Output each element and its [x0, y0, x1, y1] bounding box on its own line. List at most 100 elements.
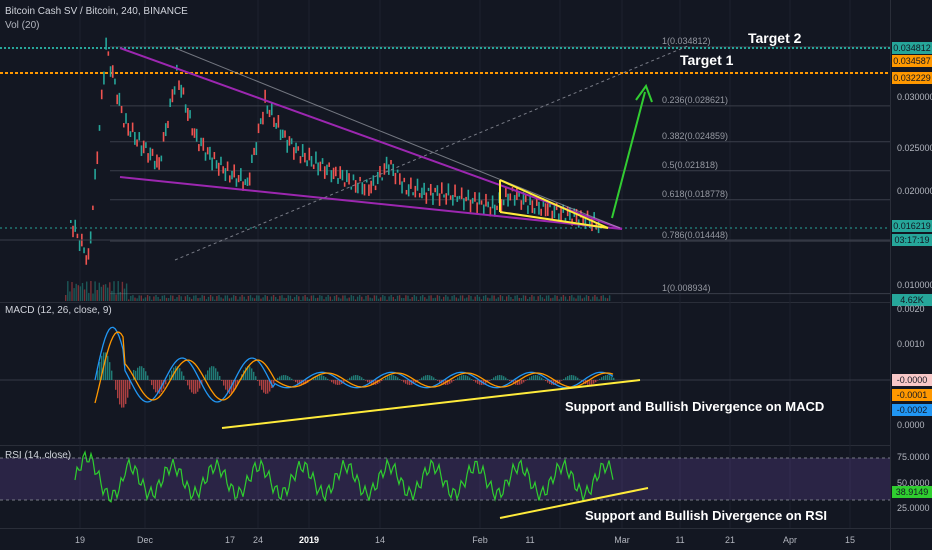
price-candle [330, 170, 333, 183]
volume-bar [459, 295, 462, 301]
volume-bar [262, 297, 264, 301]
macd-bar [99, 361, 101, 380]
volume-bar [508, 295, 510, 301]
volume-bar [201, 295, 203, 301]
price-candle [452, 194, 454, 206]
time-tick-label: 11 [525, 535, 535, 545]
price-candle [315, 151, 317, 164]
volume-bar [312, 295, 315, 301]
volume-bar [224, 295, 226, 301]
axis-tick-label: 0.0020 [897, 304, 925, 314]
macd-bar [125, 380, 127, 405]
macd-bar [193, 380, 195, 394]
macd-bar [527, 378, 529, 380]
macd-bar [403, 380, 405, 383]
price-candle [474, 192, 476, 202]
macd-bar [251, 368, 253, 380]
price-candle [335, 166, 337, 177]
volume-bar [153, 296, 155, 301]
volume-bar [520, 297, 523, 301]
macd-bar [117, 380, 119, 399]
macd-bar [579, 379, 581, 380]
price-candle [134, 131, 136, 145]
volume-bar [249, 295, 252, 301]
volume-bar [598, 299, 600, 301]
macd-bar [203, 379, 205, 380]
volume-bar [535, 299, 537, 301]
volume-bar [485, 295, 487, 301]
price-candle [544, 203, 547, 217]
volume-bar [501, 296, 504, 301]
volume-bar [566, 299, 569, 301]
volume-bar [256, 295, 258, 301]
price-candle [491, 195, 494, 209]
macd-bar [191, 380, 193, 393]
volume-bar [361, 296, 363, 301]
price-candle [98, 125, 101, 131]
volume-bar [163, 295, 166, 301]
price-candle [220, 156, 222, 166]
fib-level-label: 0.5(0.021818) [662, 159, 719, 170]
price-candle [403, 177, 406, 183]
macd-bar [299, 380, 301, 385]
price-candle [432, 192, 434, 205]
macd-bar [335, 380, 337, 385]
rsi-divergence-line [499, 487, 649, 519]
price-candle [153, 160, 156, 170]
volume-bar [165, 297, 168, 301]
volume-bar [590, 299, 592, 301]
volume-bar [363, 299, 365, 301]
volume-bar [245, 299, 247, 301]
macd-bar [471, 379, 473, 380]
macd-bar [431, 376, 433, 380]
volume-bar [344, 295, 346, 301]
price-candle [187, 107, 189, 121]
volume-bar [333, 296, 336, 301]
macd-bar [189, 380, 191, 390]
volume-bar [264, 295, 266, 301]
time-tick-label: Mar [614, 535, 630, 545]
volume-bar [602, 295, 604, 301]
volume-bar [226, 295, 229, 301]
price-candle [164, 123, 167, 137]
macd-bar [317, 375, 319, 380]
macd-bar [281, 375, 283, 380]
price-candle [290, 138, 293, 145]
price-candle [259, 118, 262, 125]
macd-bar [163, 380, 165, 389]
volume-bar [386, 299, 388, 301]
volume-bar [184, 296, 187, 301]
price-candle [306, 160, 308, 167]
volume-bar [237, 299, 239, 301]
macd-bar [601, 377, 603, 380]
volume-bar [447, 296, 449, 301]
price-candle [394, 172, 397, 185]
macd-bar [437, 380, 439, 381]
price-candle [149, 147, 152, 161]
price-candle [390, 159, 392, 165]
macd-bar [201, 380, 203, 385]
price-candle [229, 175, 231, 183]
price-candle [83, 247, 85, 254]
macd-bar [107, 355, 109, 380]
macd-bar [507, 379, 509, 380]
macd-bar [137, 367, 139, 380]
volume-bar [157, 296, 159, 301]
rsi-band [0, 458, 890, 500]
volume-bar [428, 295, 430, 301]
price-candle [368, 184, 370, 196]
macd-bar [323, 375, 325, 380]
volume-bar [377, 298, 380, 301]
price-candle [505, 187, 507, 198]
price-candle [427, 187, 430, 191]
macd-bar [221, 380, 223, 381]
price-candle [416, 178, 419, 191]
volume-bar [193, 295, 195, 301]
macd-bar [253, 371, 255, 380]
volume-bar [499, 295, 502, 301]
macd-bar [151, 380, 153, 386]
signal-line [94, 331, 614, 404]
price-candle [520, 200, 523, 210]
